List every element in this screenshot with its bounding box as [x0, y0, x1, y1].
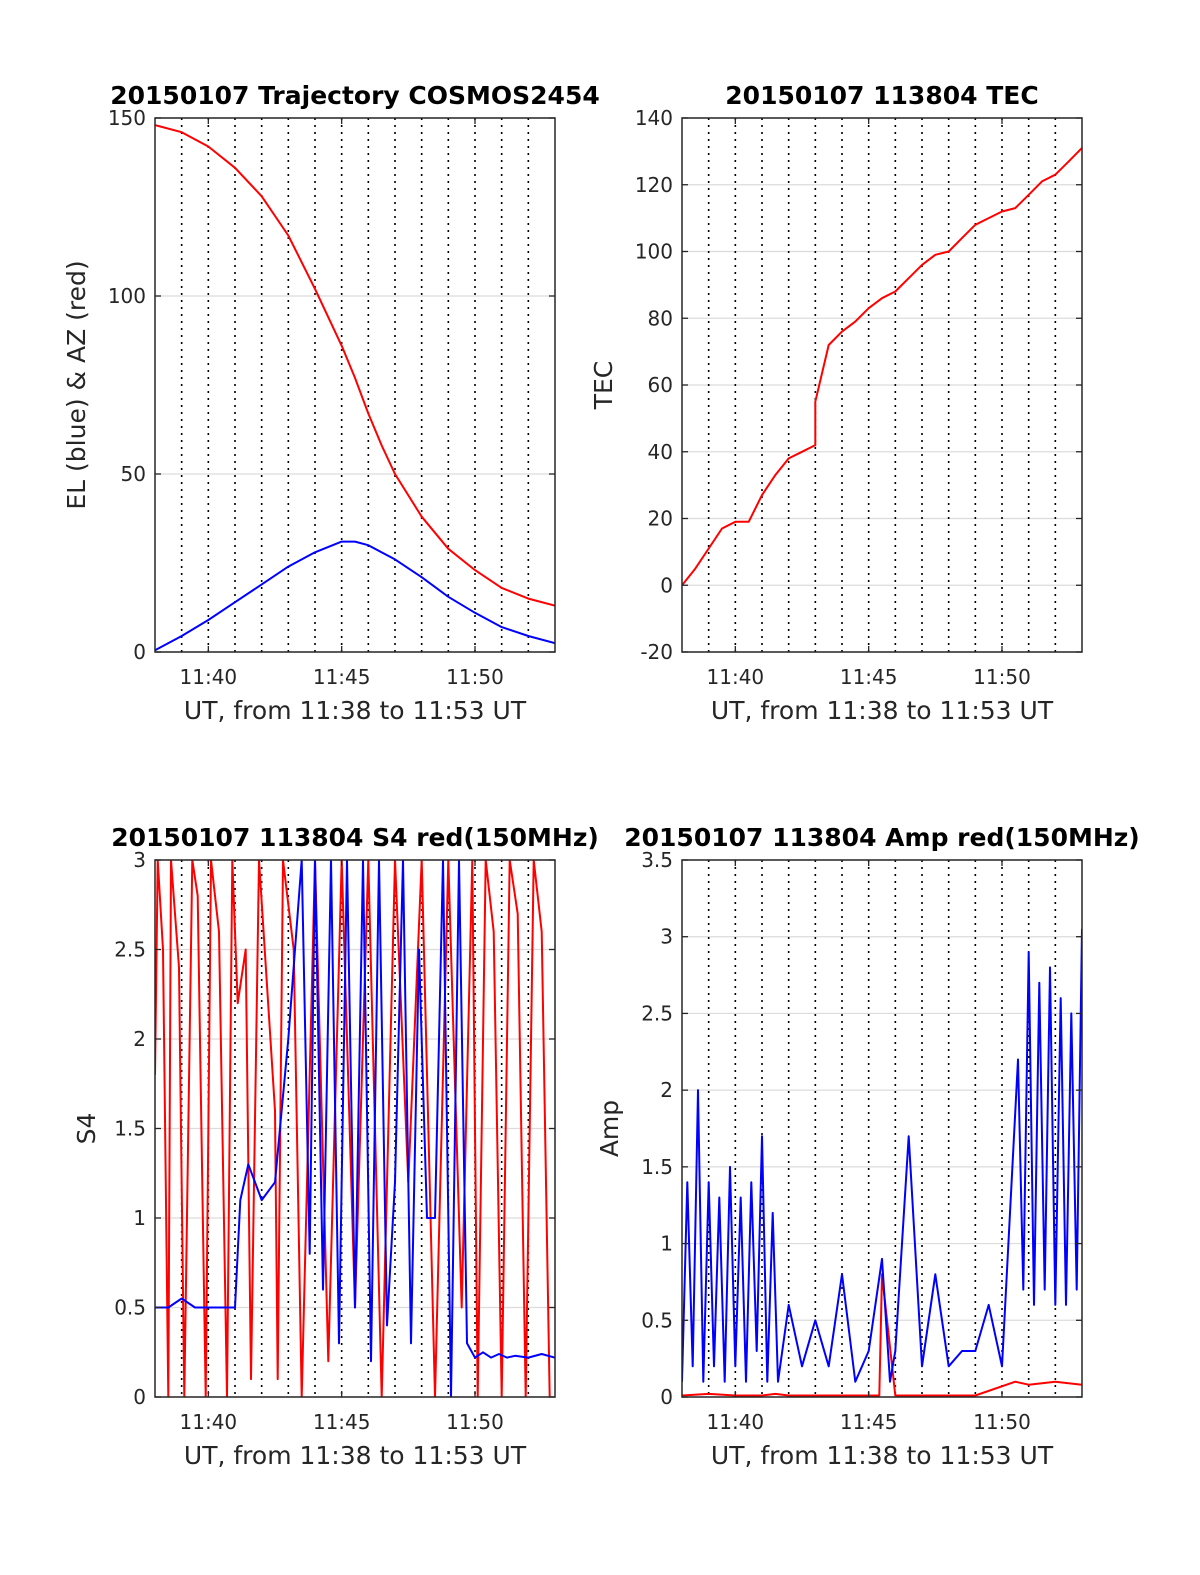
x-tick-label: 11:40: [707, 1410, 765, 1434]
y-tick-label: 2: [660, 1078, 673, 1102]
x-tick-label: 11:45: [313, 1410, 371, 1434]
y-axis-label: Amp: [595, 1100, 624, 1157]
series-group: [155, 124, 555, 652]
series-group: [682, 147, 1082, 586]
y-axis-label: TEC: [589, 361, 618, 411]
chart-panel-3: 0 0.5 1 1.5 2 2.5 3 11:40 11:45 11:50 20150107 113…: [72, 823, 599, 1470]
axes-box: [154, 117, 556, 653]
y-tick-label: 140: [635, 106, 673, 130]
x-tick-label: 11:40: [180, 665, 238, 689]
series-line-1: [155, 860, 551, 1397]
plot-area: [155, 118, 555, 652]
series-line-1: [682, 147, 1082, 586]
x-axis-label: UT, from 11:38 to 11:53 UT: [184, 1441, 527, 1470]
y-tick-label: 2.5: [641, 1001, 673, 1025]
x-tick-label: 11:45: [840, 1410, 898, 1434]
y-axis-label: S4: [72, 1113, 101, 1145]
x-axis-label: UT, from 11:38 to 11:53 UT: [711, 696, 1054, 725]
axes-box: [681, 859, 1083, 1398]
series-group: [682, 928, 1082, 1397]
y-tick-label: -20: [640, 640, 673, 664]
y-tick-label: 40: [648, 440, 673, 464]
y-tick-label: 0: [133, 640, 146, 664]
x-tick-label: 11:45: [840, 665, 898, 689]
y-axis-label: EL (blue) & AZ (red): [62, 260, 91, 509]
x-tick-label: 11:50: [973, 1410, 1031, 1434]
y-tick-label: 3.5: [641, 848, 673, 872]
x-tick-label: 11:50: [973, 665, 1031, 689]
x-tick-label: 11:40: [707, 665, 765, 689]
x-tick-label: 11:40: [180, 1410, 238, 1434]
y-tick-label: 20: [648, 507, 673, 531]
chart-title: 20150107 113804 Amp red(150MHz): [624, 823, 1140, 852]
chart-panel-1: 0 50 100 150 11:40 11:45 11:50 20150107 Traject…: [62, 81, 600, 725]
chart-title: 20150107 Trajectory COSMOS2454: [110, 81, 600, 110]
y-tick-label: 0: [660, 573, 673, 597]
y-tick-label: 60: [648, 373, 673, 397]
chart-panel-4: 0 0.5 1 1.5 2 2.5 3 3.5 11:40 11:45 11:50 20150107 …: [595, 823, 1140, 1470]
y-tick-label: 80: [648, 306, 673, 330]
y-tick-label: 0.5: [641, 1308, 673, 1332]
series-line-1: [155, 124, 555, 607]
y-tick-label: 1.5: [114, 1117, 146, 1141]
y-tick-label: 150: [108, 106, 146, 130]
chart-title: 20150107 113804 S4 red(150MHz): [111, 823, 599, 852]
x-axis-label: UT, from 11:38 to 11:53 UT: [711, 1441, 1054, 1470]
y-tick-label: 2: [133, 1027, 146, 1051]
y-tick-label: 2.5: [114, 938, 146, 962]
y-tick-label: 100: [635, 240, 673, 264]
y-tick-label: 3: [133, 848, 146, 872]
y-tick-label: 120: [635, 173, 673, 197]
series-group: [155, 860, 555, 1397]
y-tick-label: 3: [660, 925, 673, 949]
series-line-2: [155, 860, 555, 1397]
y-tick-label: 1: [133, 1206, 146, 1230]
y-tick-label: 0.5: [114, 1296, 146, 1320]
x-axis-label: UT, from 11:38 to 11:53 UT: [184, 696, 527, 725]
series-line-2: [682, 928, 1082, 1383]
y-tick-label: 50: [121, 462, 146, 486]
y-tick-label: 1.5: [641, 1155, 673, 1179]
series-line-2: [155, 540, 555, 652]
y-tick-label: 100: [108, 284, 146, 308]
x-tick-label: 11:45: [313, 665, 371, 689]
chart-panel-2: -20 0 20 40 60 80 100 120 140 11:40 11:45 11:50 2015…: [589, 81, 1083, 725]
y-tick-label: 1: [660, 1232, 673, 1256]
series-line-1: [682, 1273, 1082, 1397]
chart-title: 20150107 113804 TEC: [725, 81, 1038, 110]
x-tick-label: 11:50: [446, 665, 504, 689]
x-tick-label: 11:50: [446, 1410, 504, 1434]
y-tick-label: 0: [133, 1385, 146, 1409]
y-tick-label: 0: [660, 1385, 673, 1409]
